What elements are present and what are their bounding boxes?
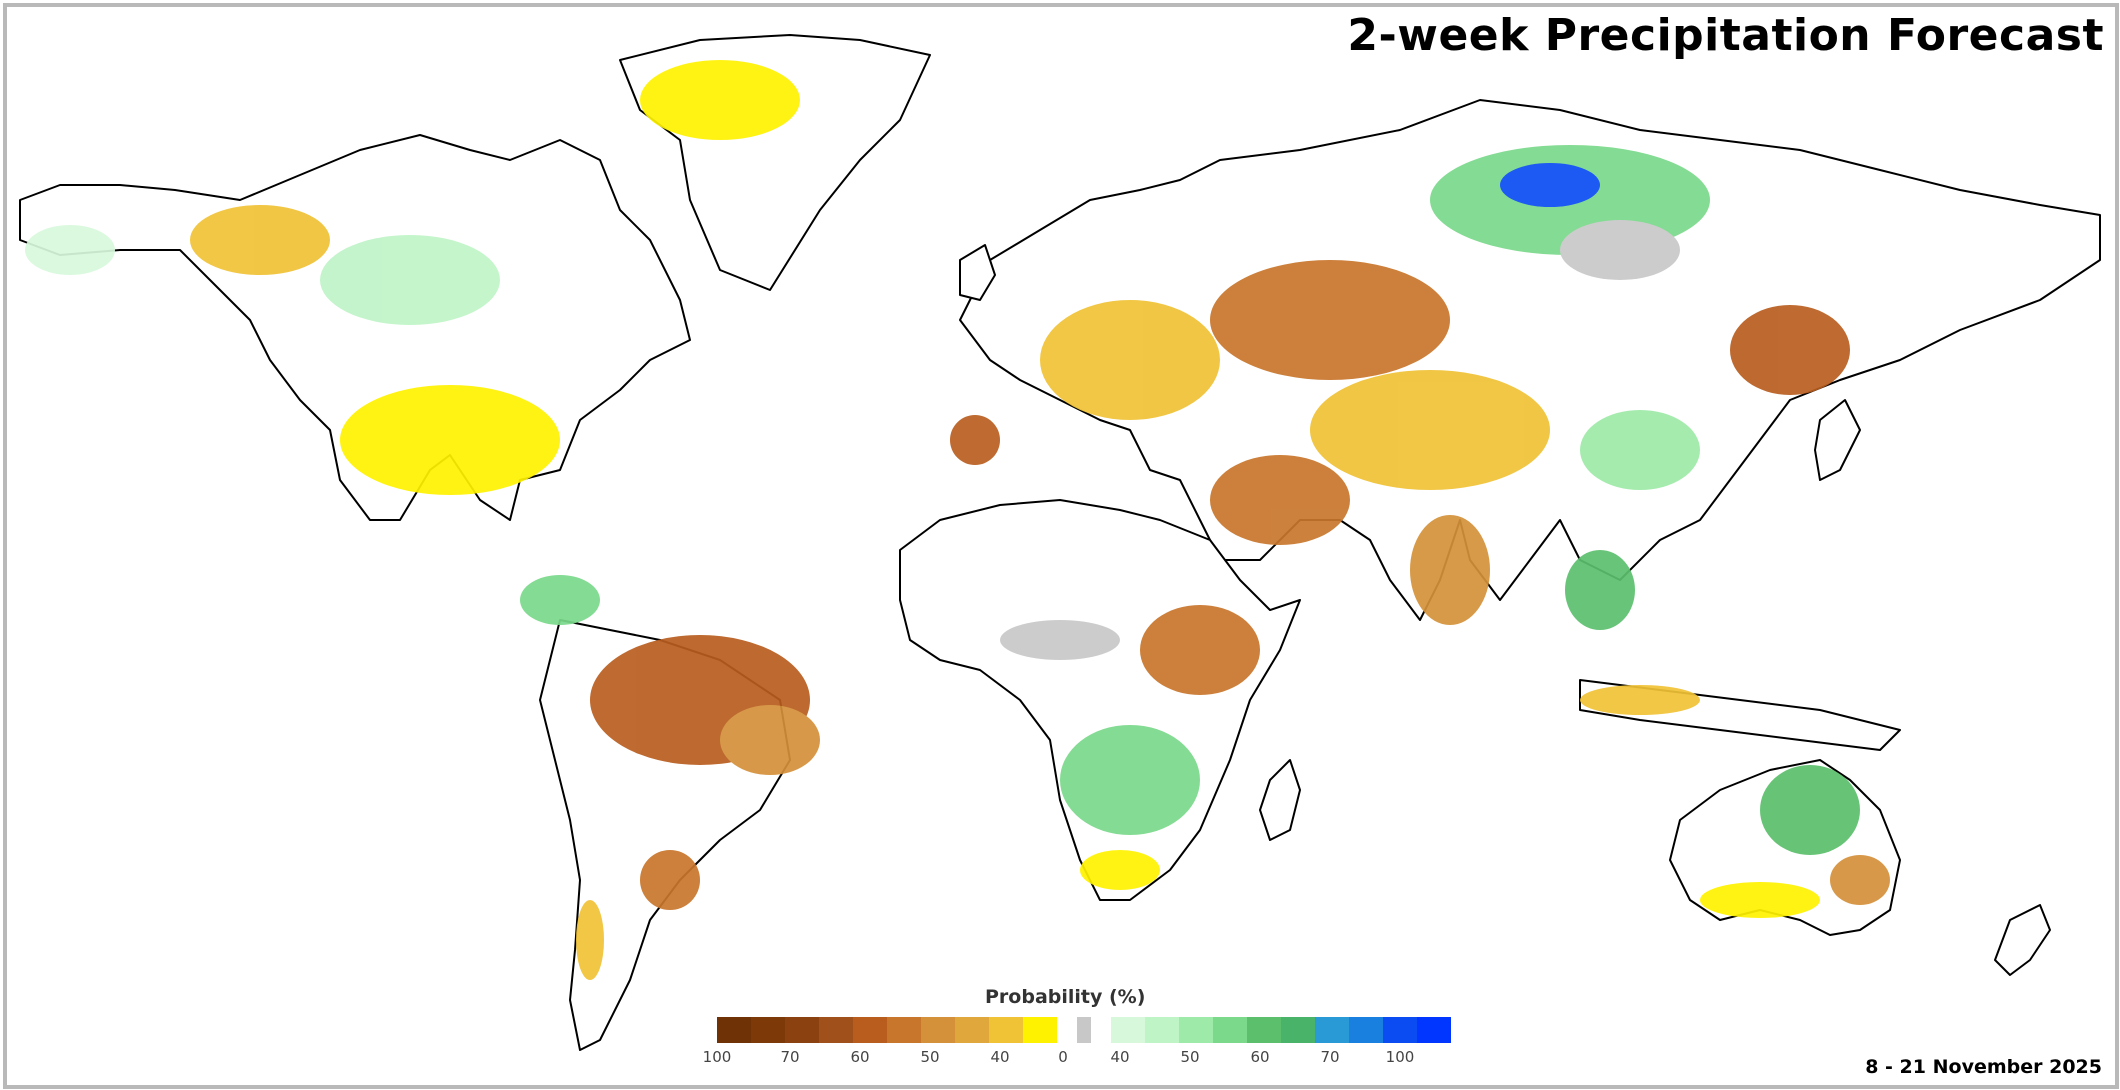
legend-tick-label: 60 — [1250, 1048, 1270, 1066]
iberia-dry-patch — [950, 415, 1000, 465]
legend-swatch-dry — [887, 1017, 921, 1043]
siberia-neutral-patch — [1560, 220, 1680, 280]
legend-swatch-dry — [785, 1017, 819, 1043]
legend-color-bar — [717, 1017, 1451, 1043]
legend-swatch-wet — [1281, 1017, 1315, 1043]
southern-africa-wet-patch — [1060, 725, 1200, 835]
middle-east-dry-patch — [1210, 455, 1350, 545]
legend-swatch-dry — [819, 1017, 853, 1043]
legend-swatch-dry — [1023, 1017, 1057, 1043]
legend-swatch-dry — [751, 1017, 785, 1043]
china-wet-patch — [1580, 410, 1700, 490]
map-title: 2-week Precipitation Forecast — [1347, 10, 2104, 61]
legend-swatch-wet — [1349, 1017, 1383, 1043]
legend-tick-label: 50 — [920, 1048, 940, 1066]
sahel-neutral-patch — [1000, 620, 1120, 660]
legend-swatch-wet — [1179, 1017, 1213, 1043]
legend-swatch-dry — [921, 1017, 955, 1043]
legend-tick-label: 100 — [702, 1048, 732, 1066]
legend-tick-label: 60 — [850, 1048, 870, 1066]
legend-tick-label: 0 — [1058, 1048, 1068, 1066]
legend-tick-label: 70 — [1320, 1048, 1340, 1066]
canada-dry-patch — [190, 205, 330, 275]
australia-south-dry-patch — [1700, 882, 1820, 918]
greenland-dry-patch — [640, 60, 800, 140]
australia-wet-patch — [1760, 765, 1860, 855]
australia-east-dry-patch — [1830, 855, 1890, 905]
legend-swatch-wet — [1145, 1017, 1179, 1043]
japan — [1814, 399, 1861, 481]
alaska-wet-patch — [25, 225, 115, 275]
siberia-very-wet-patch — [1500, 163, 1600, 207]
madagascar — [1259, 759, 1301, 841]
russia-dry-patch — [1210, 260, 1450, 380]
africa — [899, 499, 1301, 901]
legend-swatch-wet — [1247, 1017, 1281, 1043]
legend-ticks: 100 70 60 50 40 0 40 50 60 70 100 — [0, 1048, 2120, 1068]
legend-swatch-wet — [1111, 1017, 1145, 1043]
east-africa-dry-patch — [1140, 605, 1260, 695]
legend-title: Probability (%) — [985, 986, 1146, 1008]
legend-tick-label: 50 — [1180, 1048, 1200, 1066]
legend-tick-label: 100 — [1385, 1048, 1415, 1066]
forecast-patches — [25, 60, 1890, 980]
central-america-wet-patch — [520, 575, 600, 625]
legend-swatch-wet — [1315, 1017, 1349, 1043]
argentina-dry-patch — [640, 850, 700, 910]
legend-swatch-wet — [1213, 1017, 1247, 1043]
chile-dry-patch — [576, 900, 604, 980]
india-dry-patch — [1410, 515, 1490, 625]
canada-wet-patch — [320, 235, 500, 325]
legend-swatch-wet — [1417, 1017, 1451, 1043]
legend-swatch-wet — [1383, 1017, 1417, 1043]
se-asia-wet-patch — [1565, 550, 1635, 630]
brazil-dry-patch — [720, 705, 820, 775]
legend-swatch-dry — [955, 1017, 989, 1043]
date-range: 8 - 21 November 2025 — [1865, 1056, 2102, 1078]
legend-swatch-dry — [853, 1017, 887, 1043]
new-zealand — [1994, 904, 2051, 976]
legend-swatch-dry — [989, 1017, 1023, 1043]
europe-dry-patch — [1040, 300, 1220, 420]
south-africa-dry-patch — [1080, 850, 1160, 890]
manchuria-dry-patch — [1730, 305, 1850, 395]
legend-swatch-neutral — [1077, 1017, 1091, 1043]
british-isles — [959, 244, 996, 301]
indonesia-dry-patch — [1580, 685, 1700, 715]
legend-tick-label: 70 — [780, 1048, 800, 1066]
legend-swatch-dry — [717, 1017, 751, 1043]
central-asia-dry-patch — [1310, 370, 1550, 490]
legend-tick-label: 40 — [1110, 1048, 1130, 1066]
usa-dry-patch — [340, 385, 560, 495]
legend-tick-label: 40 — [990, 1048, 1010, 1066]
